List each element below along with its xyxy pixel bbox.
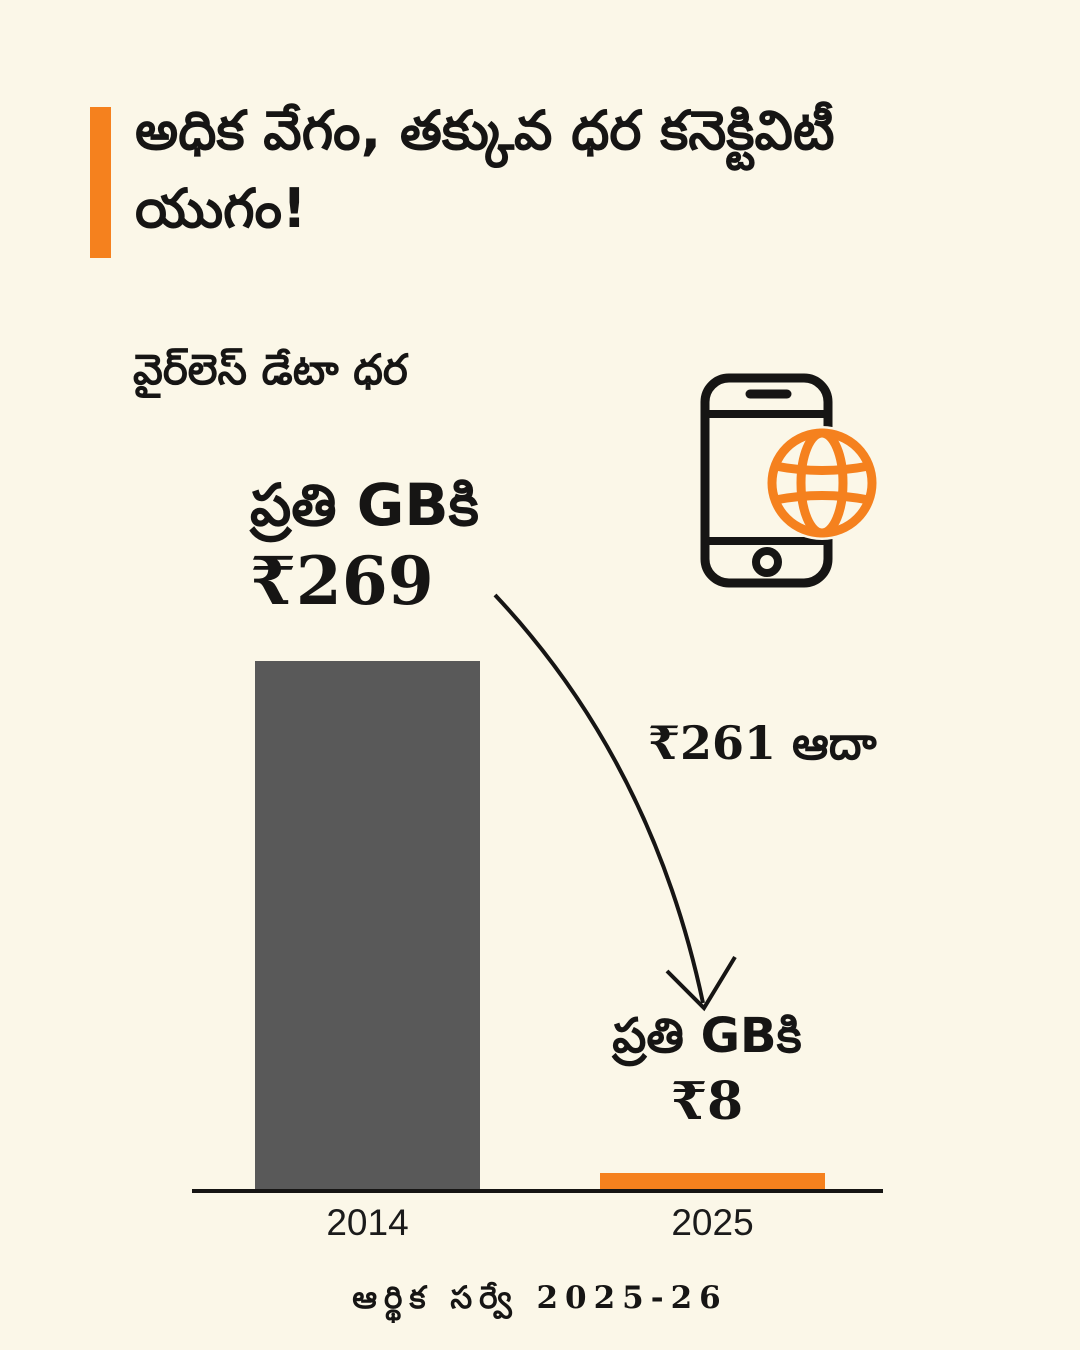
title-line-2: యుగం! [135,177,307,241]
bar-2025-label-per-gb: ప్రతి GBకి [612,1008,802,1064]
title-accent-bar [90,107,111,258]
bar-2014 [255,661,480,1191]
bar-2025-label-price: ₹8 [670,1071,744,1132]
page-title: అధిక వేగం, తక్కువ ధర కనెక్టివిటీ యుగం! [135,92,1015,249]
x-tick-2014: 2014 [326,1202,409,1243]
bar-2014-value-label: ప్రతి GBకి ₹269 [250,476,479,614]
globe-latitude-lower [774,491,870,505]
source-label: ఆర్థిక సర్వే 2025-26 [352,1280,728,1316]
globe-meridian [796,428,848,538]
bar-2025-value-label: ప్రతి GBకి ₹8 [562,1012,852,1128]
title-line-1: అధిక వేగం, తక్కువ ధర కనెక్టివిటీ [135,99,835,162]
phone-home-button-icon [752,547,782,577]
globe-latitude-upper [774,461,870,475]
chart-subtitle: వైర్‌లెస్ డేటా ధర [133,345,408,394]
x-axis-line [192,1189,883,1193]
savings-label: ₹261 ఆదా [648,716,877,770]
globe-backing [765,426,879,540]
phone-globe-icon [700,373,879,588]
bar-2025 [600,1173,825,1191]
x-tick-2025: 2025 [671,1202,754,1243]
bar-2014-label-price: ₹269 [250,542,434,620]
decline-arrow-curve [493,593,705,1004]
decline-arrow-head [665,955,737,1012]
bar-2014-label-per-gb: ప్రతి GBకి [250,471,479,539]
